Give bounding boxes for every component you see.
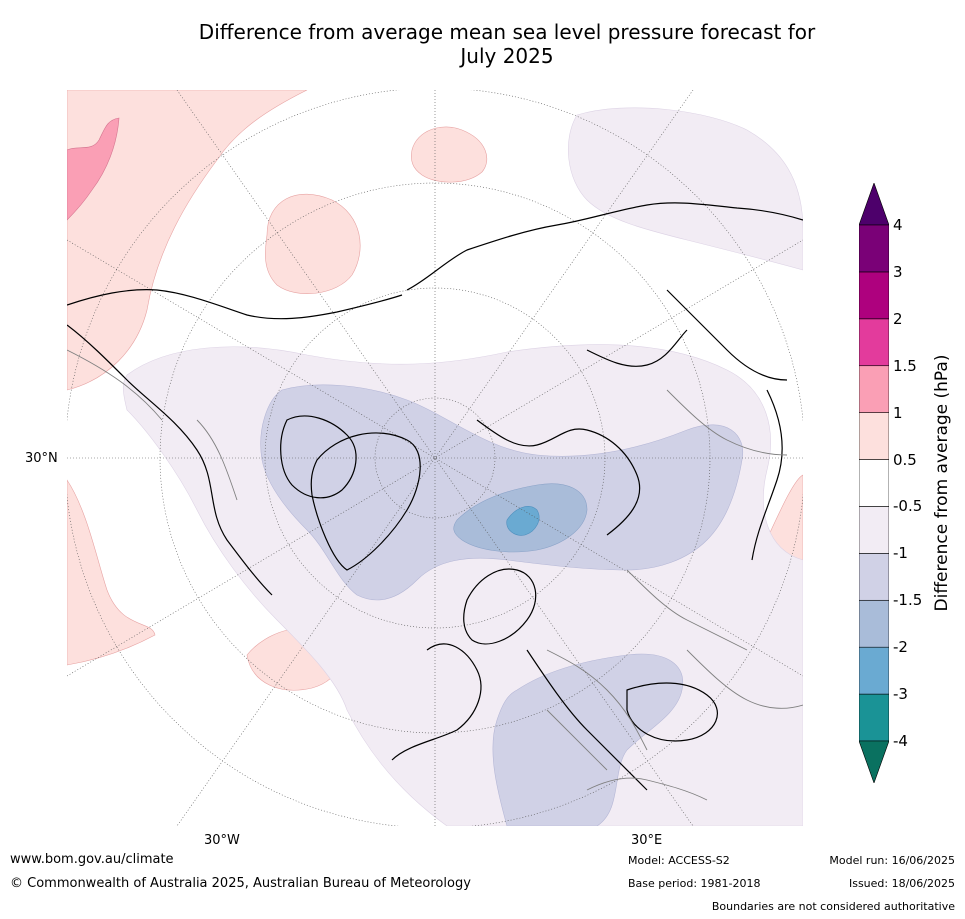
colorbar-over-triangle	[859, 183, 889, 226]
colorbar-title: Difference from average (hPa)	[932, 354, 952, 612]
lon-label-30w: 30°W	[204, 833, 240, 848]
lon-label-30e: 30°E	[631, 833, 663, 848]
colorbar-tick-label: -1.5	[893, 591, 923, 610]
colorbar-band	[859, 506, 889, 554]
colorbar-band	[859, 224, 889, 273]
colorbar-band	[859, 599, 889, 648]
map-panel	[67, 90, 803, 826]
colorbar-tick-label: 1.5	[893, 356, 917, 375]
colorbar-band	[859, 459, 889, 507]
colorbar-band	[859, 365, 889, 413]
title-line-1: Difference from average mean sea level p…	[198, 20, 816, 44]
colorbar-band	[859, 318, 889, 367]
colorbar-band	[859, 271, 889, 320]
colorbar-band	[859, 412, 889, 460]
anomaly-pos-west	[67, 90, 308, 391]
anomaly-neg-stronger	[506, 506, 540, 536]
title-line-2: July 2025	[460, 44, 554, 68]
anomaly-pos-pacific-north	[265, 193, 361, 295]
anomaly-pos-north	[411, 126, 487, 183]
colorbar-tick-label: -2	[893, 638, 908, 657]
colorbar-band	[859, 553, 889, 601]
anomaly-pos-1-5-west	[67, 117, 120, 221]
colorbar-tick-label: -0.5	[893, 497, 923, 516]
colorbar-under-triangle	[859, 740, 889, 783]
colorbar-tick-label: -4	[893, 732, 908, 750]
colorbar-tick-label: 1	[893, 403, 903, 422]
map-svg	[67, 90, 803, 826]
anomaly-neg-moderate-arctic	[260, 384, 744, 601]
colorbar-tick-label: 2	[893, 309, 903, 328]
colorbar-tick-label: 4	[893, 216, 903, 234]
footer-disclaimer: Boundaries are not considered authoritat…	[711, 900, 955, 913]
colorbar-tick-label: -1	[893, 544, 908, 563]
colorbar	[859, 183, 889, 783]
colorbar-tick-label: -3	[893, 685, 908, 704]
colorbar-band	[859, 693, 889, 742]
colorbar-tick-label: 3	[893, 262, 903, 281]
graticule	[67, 90, 803, 826]
footer-url: www.bom.gov.au/climate	[10, 852, 174, 867]
colorbar-tick-label: 0.5	[893, 450, 917, 469]
footer-base-period: Base period: 1981-2018	[628, 877, 761, 890]
chart-title: Difference from average mean sea level p…	[0, 20, 965, 68]
footer-model: Model: ACCESS-S2	[628, 854, 730, 867]
footer-copyright: © Commonwealth of Australia 2025, Austra…	[10, 876, 471, 891]
anomaly-pos-southwest	[67, 479, 156, 666]
footer-model-run: Model run: 16/06/2025	[829, 854, 955, 867]
colorbar-band	[859, 646, 889, 695]
footer-issued: Issued: 18/06/2025	[848, 877, 955, 890]
coastlines	[67, 202, 803, 791]
lat-label-30n: 30°N	[25, 451, 58, 466]
anomaly-neg-light-north	[567, 107, 803, 271]
colorbar-bands	[859, 183, 889, 783]
country-borders	[67, 349, 803, 801]
